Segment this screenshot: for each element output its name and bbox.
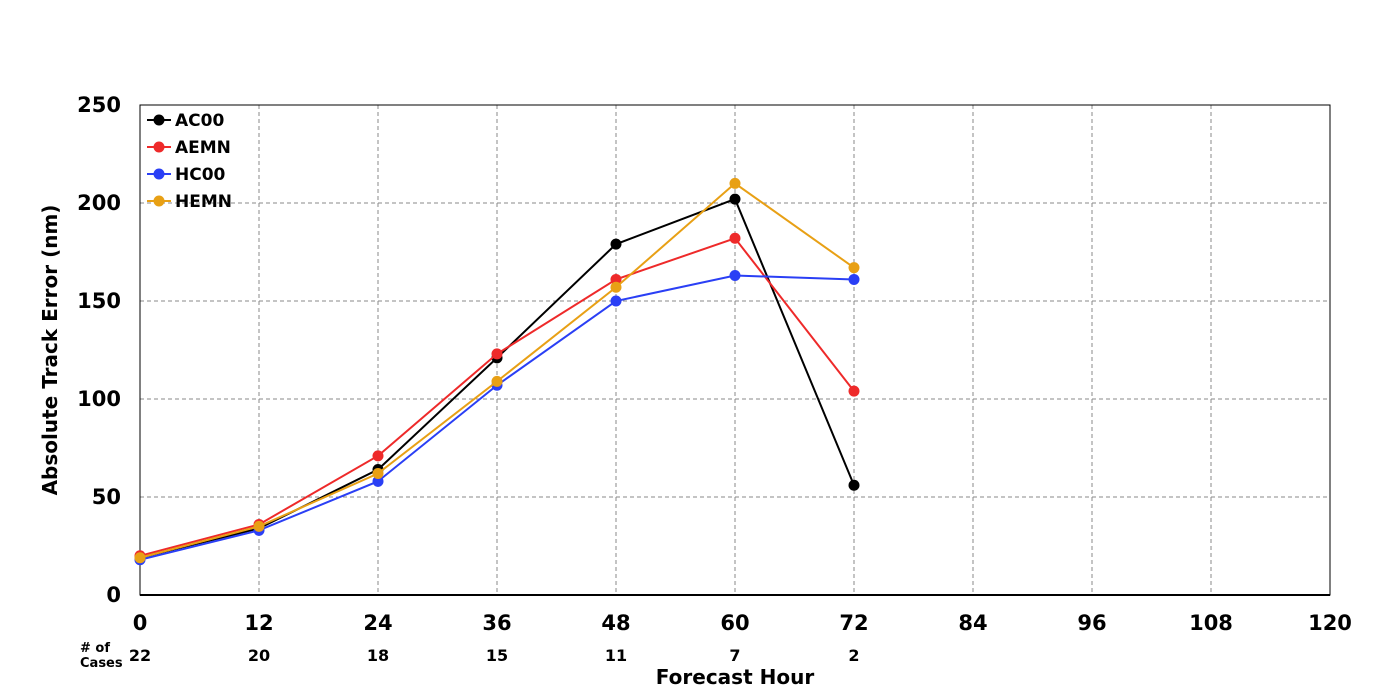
x-tick-label: 120 (1308, 611, 1352, 635)
legend-marker (153, 168, 165, 180)
case-count: 7 (729, 646, 740, 665)
data-point (372, 450, 384, 462)
case-count: 15 (486, 646, 508, 665)
series-layer (134, 177, 860, 566)
data-point (372, 475, 384, 487)
case-count: 11 (605, 646, 627, 665)
y-axis-title: Absolute Track Error (nm) (38, 205, 62, 496)
data-point (610, 273, 622, 285)
y-tick-label: 0 (106, 583, 121, 607)
series-line (139, 237, 855, 557)
x-tick-label: 12 (244, 611, 273, 635)
legend-item: HC00 (147, 165, 226, 185)
data-point (610, 281, 622, 293)
data-point (372, 467, 384, 479)
legend-marker (153, 141, 165, 153)
x-tick-label: 72 (839, 611, 868, 635)
legend-marker (153, 195, 165, 207)
cases-label-line: Cases (80, 656, 123, 671)
data-point (729, 270, 741, 282)
legend-marker (153, 114, 165, 126)
legend-label: AC00 (175, 111, 224, 131)
y-tick-label: 250 (77, 93, 121, 117)
data-point (491, 375, 503, 387)
cases-label: # of Cases (80, 641, 123, 671)
series-hemn (134, 177, 860, 564)
case-count: 22 (129, 646, 151, 665)
legend-label: HEMN (175, 192, 232, 212)
legend: AC00 AEMN HC00 HEMN (147, 111, 232, 212)
y-tick-labels: 0 50 100 150 200 250 (77, 93, 121, 607)
cases-row: 22 20 18 15 11 7 2 (129, 646, 860, 665)
data-point (848, 262, 860, 274)
x-tick-label: 24 (363, 611, 392, 635)
x-tick-label: 48 (601, 611, 630, 635)
data-point (729, 232, 741, 244)
legend-item: AC00 (147, 111, 224, 131)
data-point (491, 348, 503, 360)
legend-item: AEMN (147, 138, 231, 158)
data-point (610, 295, 622, 307)
case-count: 18 (367, 646, 389, 665)
x-tick-label: 96 (1077, 611, 1106, 635)
data-point (729, 193, 741, 205)
data-point (134, 552, 146, 564)
case-count: 2 (848, 646, 859, 665)
case-count: 20 (248, 646, 270, 665)
data-point (729, 177, 741, 189)
y-tick-label: 200 (77, 191, 121, 215)
x-tick-label: 60 (720, 611, 749, 635)
data-point (848, 385, 860, 397)
data-point (848, 479, 860, 491)
y-tick-label: 150 (77, 289, 121, 313)
legend-label: AEMN (175, 138, 231, 158)
cases-label-line: # of (80, 641, 110, 656)
data-point (253, 520, 265, 532)
data-point (848, 273, 860, 285)
y-tick-label: 50 (92, 485, 121, 509)
x-axis-title: Forecast Hour (656, 665, 815, 689)
y-tick-label: 100 (77, 387, 121, 411)
x-tick-label: 0 (133, 611, 148, 635)
x-tick-label: 36 (482, 611, 511, 635)
data-point (610, 238, 622, 250)
x-tick-label: 108 (1189, 611, 1233, 635)
legend-item: HEMN (147, 192, 232, 212)
x-tick-labels: 0 12 24 36 48 60 72 84 96 108 120 (133, 611, 1352, 635)
x-tick-label: 84 (958, 611, 987, 635)
legend-label: HC00 (175, 165, 226, 185)
